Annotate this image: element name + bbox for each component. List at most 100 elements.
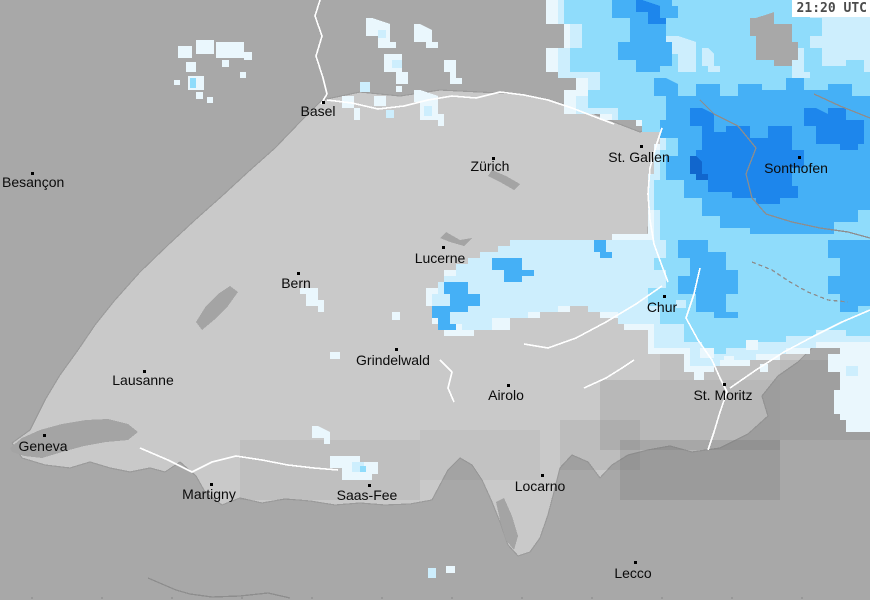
precip-cell (392, 60, 402, 68)
city-marker (492, 157, 495, 160)
precip-cell (330, 352, 340, 359)
city-label-lausanne: Lausanne (112, 372, 174, 388)
border-line (699, 99, 870, 239)
precip-cell (746, 340, 758, 350)
border-line (147, 577, 291, 599)
city-marker (143, 370, 146, 373)
city-label-geneva: Geneva (18, 438, 68, 454)
precip-area (300, 288, 324, 312)
timestamp-badge: 21:20 UTC (791, 0, 870, 17)
precip-cell (428, 568, 436, 578)
river-line (314, 0, 328, 105)
city-marker (368, 484, 371, 487)
city-label-airolo: Airolo (488, 387, 524, 403)
precip-cell (694, 372, 704, 380)
precip-cell (392, 312, 400, 320)
graticule-dot (31, 597, 33, 599)
city-marker (43, 434, 46, 437)
precip-cell (360, 466, 366, 472)
city-label-lecco: Lecco (614, 565, 652, 581)
city-marker (297, 272, 300, 275)
city-marker (640, 145, 643, 148)
precip-cell (846, 366, 858, 376)
precip-cell (446, 566, 455, 573)
precip-area (636, 0, 666, 24)
city-label-saas-fee: Saas-Fee (336, 487, 398, 503)
city-label-st-moritz: St. Moritz (693, 387, 753, 403)
city-label-locarno: Locarno (514, 478, 566, 494)
precip-cell (196, 92, 203, 99)
precip-cell (840, 412, 852, 420)
precip-cell (374, 96, 386, 106)
precip-area (432, 306, 456, 330)
terrain-patch (560, 420, 640, 470)
precip-area (414, 24, 438, 48)
precip-area (690, 108, 804, 204)
river-line (685, 267, 728, 451)
precip-area (678, 240, 738, 318)
city-marker (507, 384, 510, 387)
precip-area (444, 60, 462, 84)
lake-maggiore (496, 498, 518, 550)
graticule-dot (731, 597, 733, 599)
precip-area (750, 12, 798, 66)
precip-cell (216, 42, 244, 58)
precip-area (594, 240, 612, 258)
city-label-bern: Bern (281, 275, 311, 291)
lake-lucerne (440, 232, 472, 246)
precip-cell (222, 60, 229, 67)
precip-cell (244, 52, 252, 60)
city-label-basel: Basel (300, 103, 336, 119)
precip-cell (190, 78, 196, 88)
border-line (813, 93, 870, 119)
lake-geneva (10, 419, 138, 458)
graticule-dot (661, 597, 663, 599)
graticule-dot (241, 597, 243, 599)
precip-cell (240, 72, 246, 78)
precip-cell (360, 82, 370, 92)
city-marker (210, 483, 213, 486)
precip-cell (724, 356, 734, 364)
precip-area (810, 0, 870, 72)
city-label-chur: Chur (646, 299, 678, 315)
graticule-dot (311, 597, 313, 599)
city-marker (541, 474, 544, 477)
city-marker (322, 101, 325, 104)
river-line (647, 127, 669, 283)
river-line (326, 91, 615, 125)
river-line (583, 359, 635, 389)
precip-cell (676, 300, 686, 308)
graticule-dot (381, 597, 383, 599)
graticule-dot (521, 597, 523, 599)
precip-area (828, 240, 870, 312)
precip-area (690, 156, 708, 180)
terrain-patch (620, 440, 780, 500)
city-label-z-rich: Zürich (470, 158, 510, 174)
graticule-dot (101, 597, 103, 599)
precip-cell (352, 462, 364, 472)
precip-area (702, 48, 720, 72)
precip-area (666, 36, 696, 72)
river-line (439, 359, 455, 403)
city-marker (798, 156, 801, 159)
city-marker (723, 383, 726, 386)
city-label-grindelwald: Grindelwald (356, 352, 430, 368)
city-marker (634, 561, 637, 564)
graticule-dot (171, 597, 173, 599)
graticule-dot (591, 597, 593, 599)
graticule-dot (801, 597, 803, 599)
terrain-patch (600, 380, 780, 450)
precip-area (804, 108, 864, 150)
precip-cell (186, 62, 196, 72)
precip-area (492, 258, 534, 282)
city-label-besan-on: Besançon (2, 174, 65, 190)
river-line (523, 285, 663, 349)
precip-cell (378, 30, 386, 38)
precip-area (432, 246, 630, 330)
precip-cell (424, 106, 432, 116)
river-line (139, 447, 339, 473)
city-marker (31, 172, 34, 175)
river-line (729, 309, 870, 389)
